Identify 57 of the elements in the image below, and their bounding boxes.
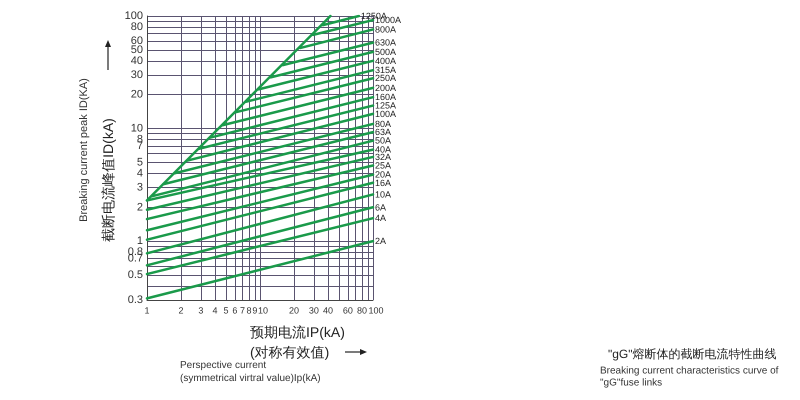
series-label: 160A [375,92,396,102]
series-label: 25A [375,160,392,170]
y-tick-label: 1 [136,235,143,248]
text: Breaking current characteristics curve of "gG"fuse links [600,366,779,388]
x-tick-label: 30 [308,306,319,316]
y-tick-label: 0.5 [128,269,143,282]
x-tick-label: 100 [368,306,384,316]
x-tick-label: 40 [323,306,334,316]
x-tick-label: 10 [258,306,268,316]
y-tick-label: 100 [124,10,143,22]
x-tick-label: 60 [342,306,353,316]
text: Perspective current (symmetrical virtral value)Ip(kA) [180,360,321,384]
x-tick-label: 5 [223,306,228,316]
x-tick-label: 6 [232,306,238,316]
series-label: 125A [375,100,396,111]
series-label: 315A [375,65,396,76]
y-tick-label: 30 [130,68,143,81]
series-label: 10A [375,189,392,200]
series-label: 400A [375,56,396,66]
x-tick-label: 1 [144,306,150,316]
x-tick-label: 20 [289,306,300,316]
series-label: 6A [375,202,386,212]
series-label: 100A [375,108,396,119]
text: Breaking current peak ID(KA) [78,78,90,222]
x-tick-label: 4 [212,306,218,316]
y-tick-label: 2 [136,201,143,214]
series-label: 16A [375,178,392,188]
y-tick-label: 80 [130,20,143,33]
x-tick-label: 9 [252,306,258,316]
y-tick-label: 20 [130,88,143,101]
series-label: 2A [375,236,386,246]
series-label: 250A [375,73,396,84]
text: "gG"熔断体的截断电流特性曲线 [608,347,777,361]
y-tick-label: 10 [130,122,143,135]
y-tick-label: 50 [130,44,143,56]
y-tick-label: 0.7 [128,252,143,265]
x-tick-label: 8 [246,306,252,316]
y-tick-label: 0.3 [128,294,143,306]
x-tick-label: 7 [240,306,246,316]
series-label: 630A [375,38,396,48]
x-tick-label: 2 [178,306,184,316]
y-tick-label: 3 [136,181,143,194]
series-label: 200A [375,82,396,93]
series-label: 50A [375,136,392,146]
y-tick-label: 40 [130,54,143,67]
series-label: 500A [375,46,396,57]
series-label: 63A [375,127,392,138]
x-axis-title: 预期电流IP(kA) (对称有效值) [250,324,345,360]
series-label: 4A [375,213,386,224]
series-label: 800A [375,24,396,34]
y-axis-title: 截断电流峰值ID(kA) [100,118,116,242]
y-tick-label: 4 [136,167,143,180]
x-tick-label: 80 [357,306,368,316]
y-tick-label: 5 [136,156,143,168]
x-tick-label: 3 [198,306,204,316]
series-label: 80A [375,118,392,129]
series-label: 20A [375,170,392,180]
